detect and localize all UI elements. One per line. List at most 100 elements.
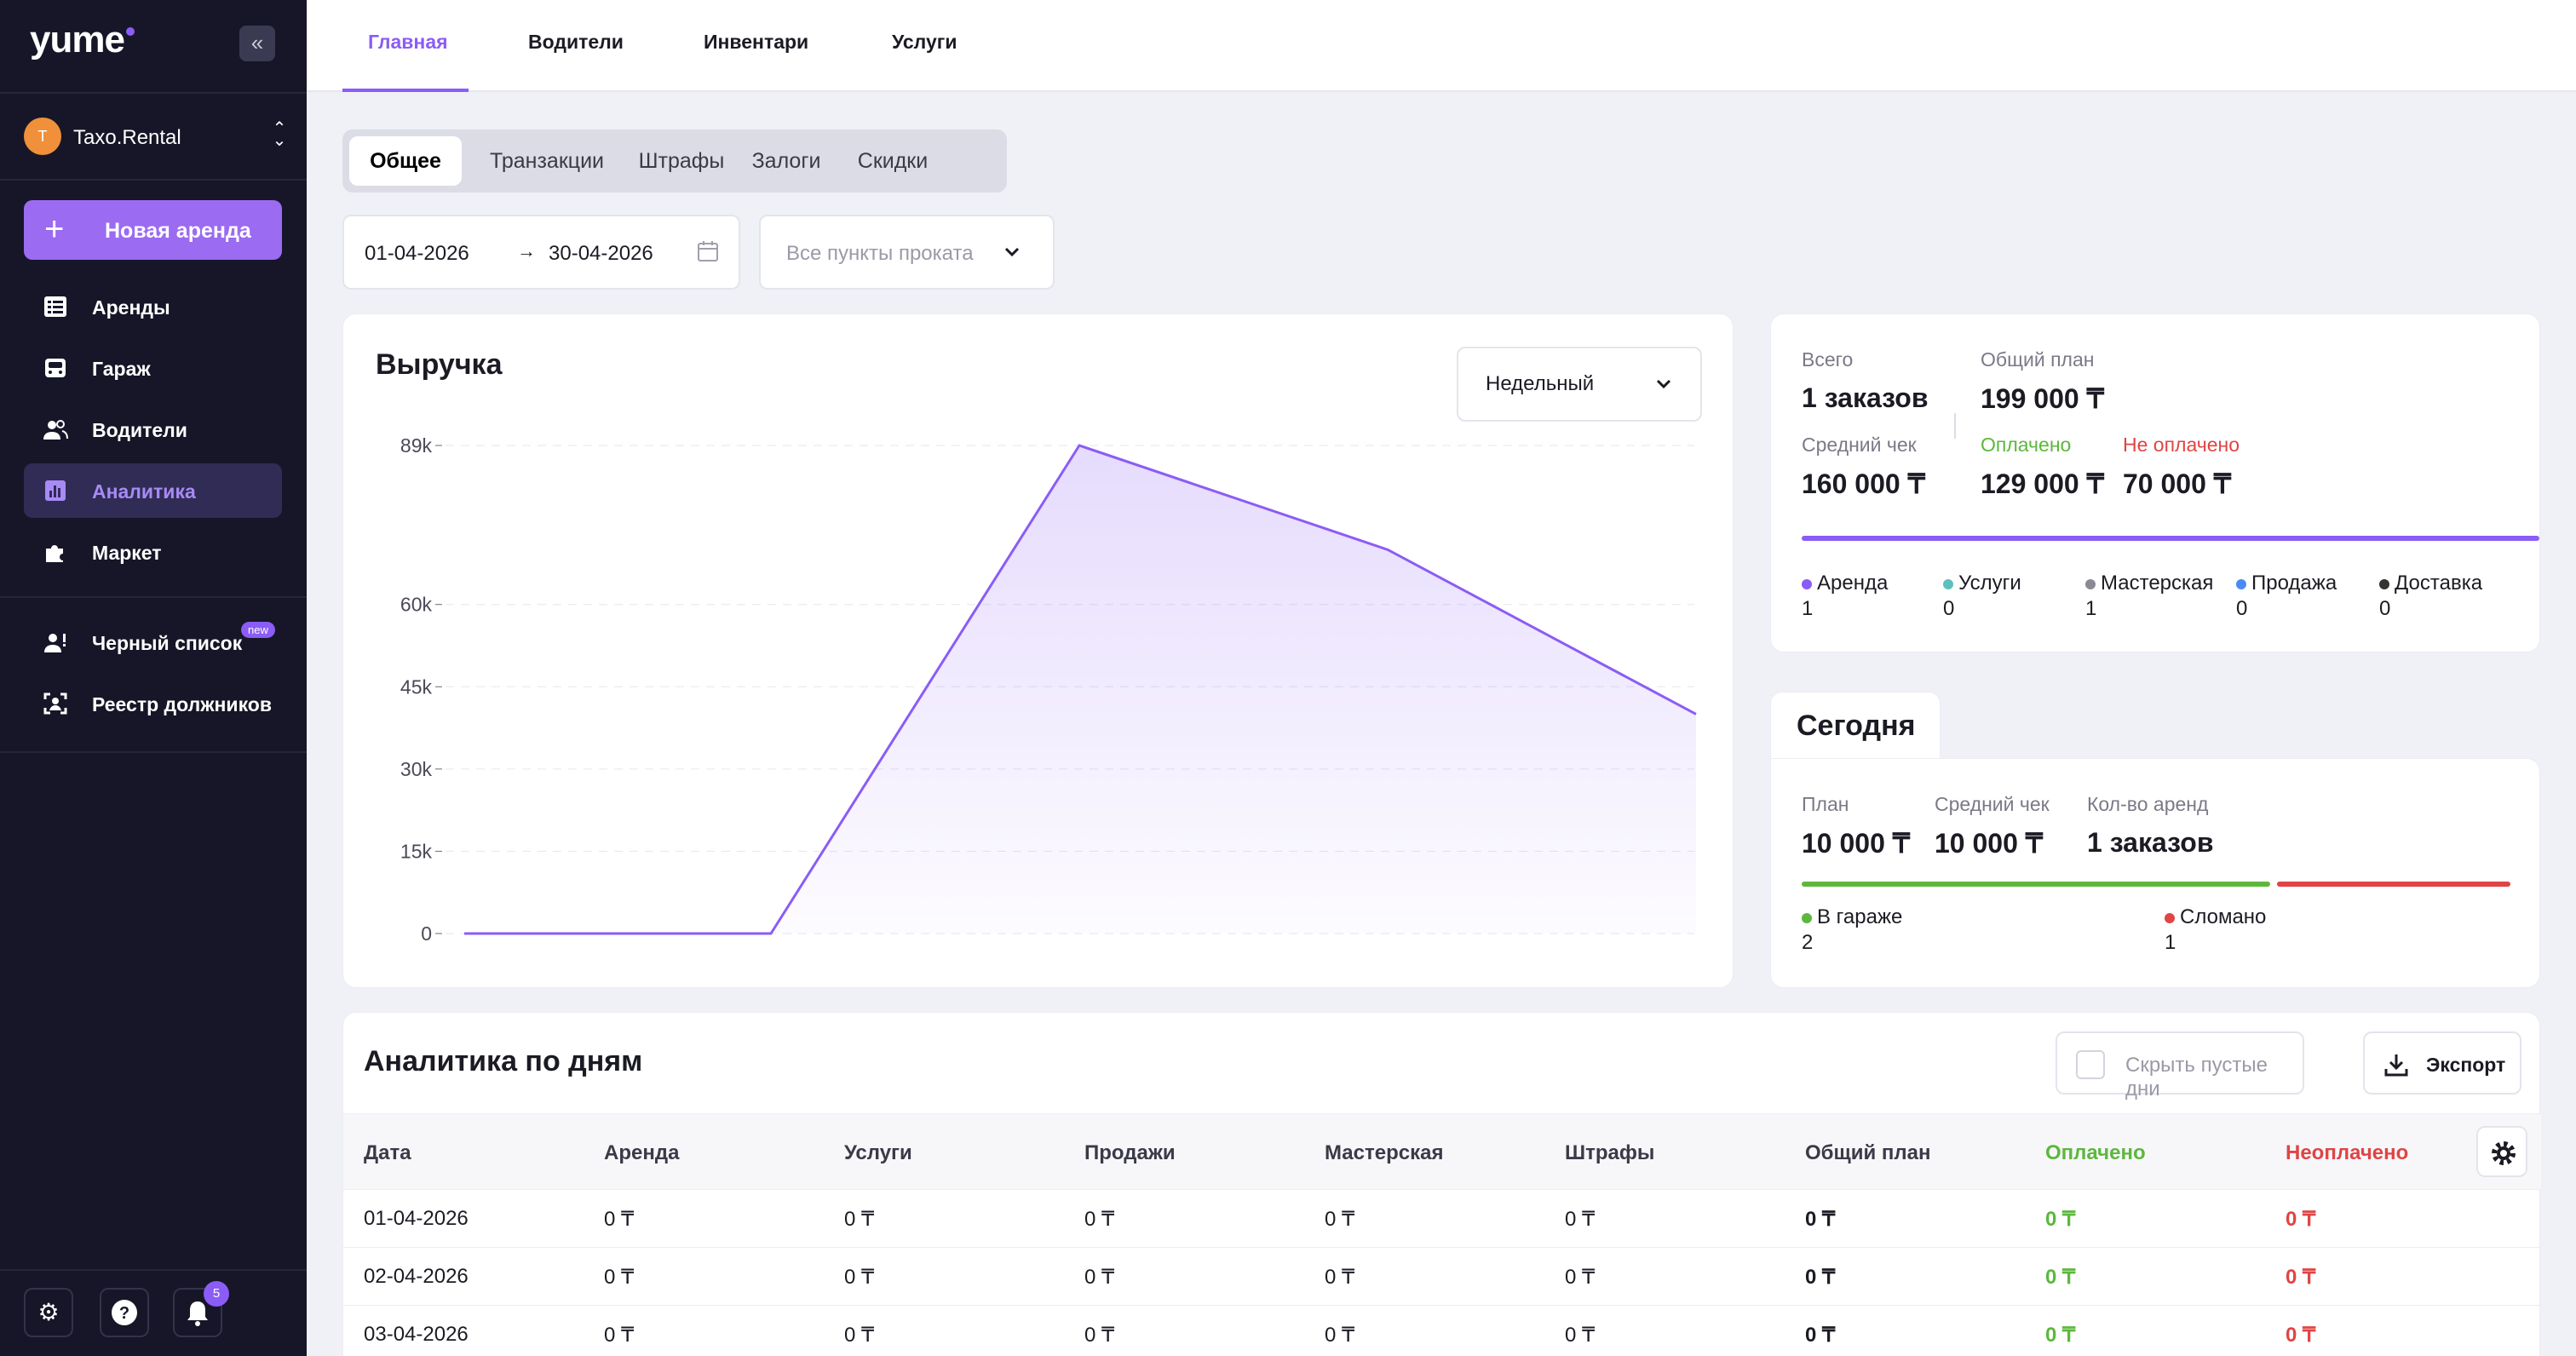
sidebar-item-label: Гараж — [92, 358, 151, 380]
hide-empty-days-toggle[interactable]: Скрыть пустые дни — [2056, 1031, 2304, 1100]
revenue-progress-bar — [1802, 536, 2539, 541]
column-header[interactable]: Дата — [364, 1141, 411, 1164]
today-avg-label: Средний чек — [1935, 793, 2050, 815]
paid-value: 129 000 ₸ — [1981, 468, 2104, 499]
total-value: 1 заказов — [1802, 382, 1929, 413]
today-plan-value: 10 000 ₸ — [1802, 828, 1911, 859]
bell-icon — [187, 1301, 208, 1326]
table-cell: 0 ₸ — [1084, 1266, 1115, 1289]
table-row[interactable]: 03-04-2026 0 ₸ 0 ₸ 0 ₸ 0 ₸ 0 ₸ 0 ₸ 0 ₸ 0 ₸ — [343, 1306, 2541, 1356]
tab-services[interactable]: Услуги — [892, 31, 957, 53]
table-cell: 0 ₸ — [1565, 1208, 1596, 1231]
y-tick-label: 30k — [400, 758, 433, 780]
today-count-value: 1 заказов — [2087, 827, 2214, 858]
table-cell: 0 ₸ — [844, 1324, 875, 1347]
column-header[interactable]: Продажи — [1084, 1141, 1176, 1164]
revenue-chart: 89k 60k 45k 30k 15k 0 — [400, 434, 1697, 945]
column-header[interactable]: Общий план — [1805, 1141, 1931, 1164]
org-name: Taxo.Rental — [73, 126, 181, 149]
column-header[interactable]: Неоплачено — [2286, 1141, 2409, 1164]
segment-transactions[interactable]: Транзакции — [489, 149, 605, 173]
legend-rental: Аренда 1 — [1802, 572, 1889, 620]
table-cell: 0 ₸ — [604, 1324, 635, 1347]
table-cell: 0 ₸ — [1084, 1208, 1115, 1231]
sidebar-item-blacklist[interactable]: Черный список new — [24, 615, 282, 669]
table-cell: 0 ₸ — [1325, 1208, 1355, 1231]
y-tick-label: 0 — [421, 922, 432, 945]
legend-dot — [1943, 578, 1953, 589]
segment-discounts[interactable]: Скидки — [857, 149, 929, 173]
column-header[interactable]: Аренда — [604, 1141, 680, 1164]
column-header[interactable]: Оплачено — [2045, 1141, 2146, 1164]
table-row[interactable]: 02-04-2026 0 ₸ 0 ₸ 0 ₸ 0 ₸ 0 ₸ 0 ₸ 0 ₸ 0 ₸ — [343, 1248, 2541, 1306]
new-rental-button[interactable]: + Новая аренда — [24, 200, 282, 260]
period-value: Недельный — [1486, 372, 1595, 395]
sidebar: yume « T Taxo.Rental ⌃ ⌄ + Новая аренда А… — [0, 0, 307, 1356]
question-icon: ? — [112, 1300, 137, 1325]
sidebar-item-rentals[interactable]: Аренды — [24, 279, 282, 334]
sidebar-item-garage[interactable]: Гараж — [24, 341, 282, 395]
column-header[interactable]: Штрафы — [1565, 1141, 1655, 1164]
table-header: Дата Аренда Услуги Продажи Мастерская Шт… — [343, 1113, 2541, 1190]
rental-points-select[interactable]: Все пункты проката — [759, 215, 1055, 290]
avg-check-value: 160 000 ₸ — [1802, 468, 1925, 499]
total-label: Всего — [1802, 348, 1854, 371]
checkbox[interactable] — [2076, 1050, 2105, 1079]
y-tick-label: 89k — [400, 434, 433, 457]
today-tab[interactable]: Сегодня — [1770, 692, 1941, 760]
y-tick-label: 60k — [400, 594, 433, 616]
tab-drivers[interactable]: Водители — [528, 31, 624, 53]
divider — [0, 751, 307, 753]
sidebar-item-market[interactable]: Маркет — [24, 525, 282, 579]
segment-deposits[interactable]: Залоги — [751, 149, 821, 173]
download-icon — [2384, 1054, 2408, 1077]
gear-icon: ⚙ — [37, 1299, 60, 1325]
date-range-picker[interactable]: 01-04-2026 → 30-04-2026 — [342, 215, 740, 290]
collapse-sidebar-button[interactable]: « — [239, 26, 275, 61]
new-rental-label: Новая аренда — [105, 219, 251, 243]
table-cell: 01-04-2026 — [364, 1207, 469, 1230]
legend-services: Услуги 0 — [1943, 572, 2021, 620]
hide-empty-days-label: Скрыть пустые дни — [2125, 1054, 2268, 1100]
today-plan-label: План — [1802, 793, 1849, 815]
logo[interactable]: yume — [30, 19, 135, 61]
tab-inventory[interactable]: Инвентари — [704, 31, 809, 53]
table-settings-button[interactable] — [2476, 1126, 2527, 1177]
org-switcher[interactable]: T Taxo.Rental ⌃ ⌄ — [24, 118, 288, 155]
notifications-button[interactable]: 5 — [173, 1281, 229, 1337]
segment-control: Общее Транзакции Штрафы Залоги Скидки — [342, 129, 1007, 192]
today-count-label: Кол-во аренд — [2087, 793, 2209, 815]
sidebar-item-label: Водители — [92, 419, 187, 441]
svg-text:?: ? — [119, 1304, 129, 1323]
legend-in-garage: В гараже 2 — [1802, 905, 1903, 954]
sidebar-item-analytics[interactable]: Аналитика — [24, 463, 282, 518]
column-header[interactable]: Услуги — [844, 1141, 912, 1164]
period-select[interactable]: Недельный — [1457, 347, 1702, 422]
legend-broken: Сломано 1 — [2165, 905, 2267, 954]
column-header[interactable]: Мастерская — [1325, 1141, 1444, 1164]
export-button[interactable]: Экспорт — [2363, 1031, 2521, 1095]
sidebar-item-drivers[interactable]: Водители — [24, 402, 282, 457]
list-icon — [44, 296, 66, 317]
table-cell: 0 ₸ — [1565, 1324, 1596, 1347]
date-to[interactable]: 30-04-2026 — [549, 242, 653, 265]
sidebar-item-debtors-registry[interactable]: Реестр должников — [24, 676, 282, 731]
table-cell: 02-04-2026 — [364, 1265, 469, 1288]
table-cell: 0 ₸ — [2045, 1208, 2076, 1231]
date-from[interactable]: 01-04-2026 — [365, 242, 469, 265]
table-row[interactable]: 01-04-2026 0 ₸ 0 ₸ 0 ₸ 0 ₸ 0 ₸ 0 ₸ 0 ₸ 0 ₸ — [343, 1190, 2541, 1248]
export-label: Экспорт — [2426, 1054, 2506, 1076]
help-button[interactable]: ? — [100, 1288, 149, 1337]
table-cell: 0 ₸ — [2286, 1208, 2316, 1231]
unpaid-label: Не оплачено — [2123, 434, 2240, 456]
gear-icon — [2492, 1141, 2516, 1165]
segment-fines[interactable]: Штрафы — [638, 149, 725, 173]
settings-button[interactable]: ⚙ — [24, 1288, 73, 1337]
table-cell: 0 ₸ — [2045, 1324, 2076, 1347]
notifications-count-badge: 5 — [204, 1281, 229, 1307]
segment-general[interactable]: Общее — [349, 136, 462, 186]
tab-main[interactable]: Главная — [368, 31, 448, 53]
y-tick-label: 15k — [400, 840, 433, 862]
legend-dot — [1802, 912, 1812, 923]
legend-dot — [2379, 578, 2389, 589]
